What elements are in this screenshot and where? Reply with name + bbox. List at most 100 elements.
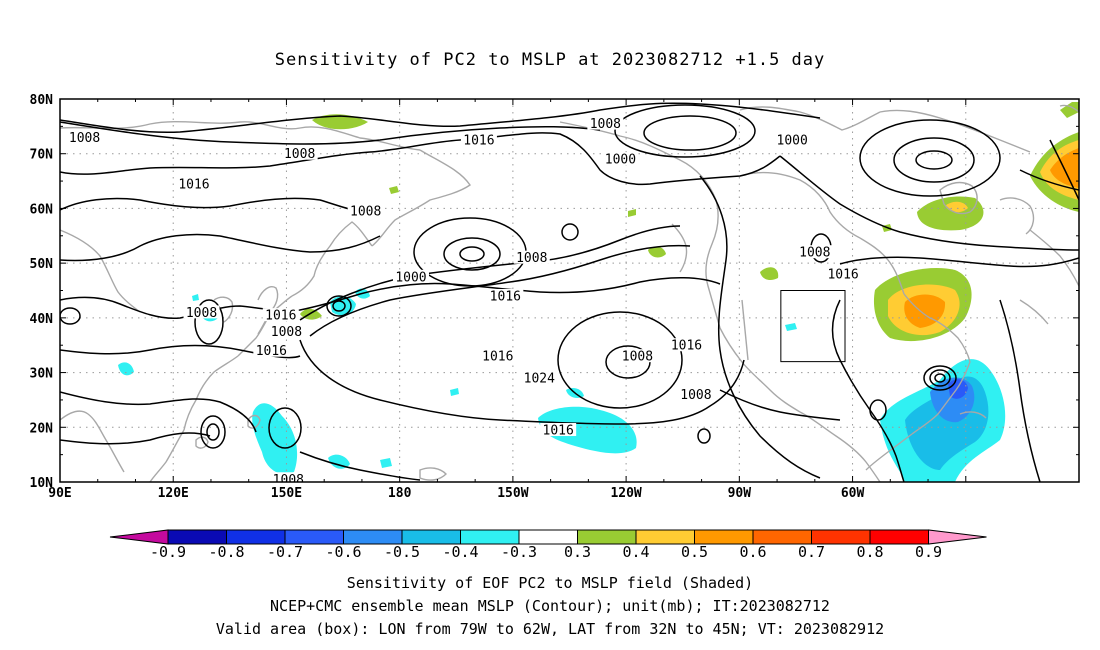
contour-label-bg xyxy=(183,305,220,319)
shade-positive-light xyxy=(648,246,666,258)
contour-label-bg xyxy=(479,349,516,363)
shade-positive-light xyxy=(760,267,779,280)
lon-label: 180 xyxy=(388,486,412,501)
contour-label: 1016 xyxy=(256,344,287,359)
contour-label-bg xyxy=(668,338,705,352)
lat-label: 40N xyxy=(30,312,54,327)
lat-label: 10N xyxy=(30,476,54,491)
contour-label: 1008 xyxy=(680,388,711,403)
contour-label: 1016 xyxy=(482,350,513,365)
coastlines xyxy=(60,104,1079,482)
contour-label-bg xyxy=(268,324,305,338)
contour-label-bg xyxy=(281,146,318,160)
axis-ticks xyxy=(59,98,1079,483)
contour-label-bg xyxy=(677,387,714,401)
caption-line-1: Sensitivity of EOF PC2 to MSLP field (Sh… xyxy=(346,574,754,592)
colorbar-swatch xyxy=(577,529,637,545)
contour-label-bg xyxy=(392,269,429,283)
colorbar: -0.9 -0.8 -0.7 -0.6 -0.5 -0.4 -0.3 0.3 0.4 0.5 0.6… xyxy=(109,529,987,561)
contour-label: 1016 xyxy=(827,268,858,283)
shade-positive-light xyxy=(917,196,984,231)
lat-label: 20N xyxy=(30,421,54,436)
contour-label-bg xyxy=(262,308,299,322)
colorbar-swatch xyxy=(284,529,344,545)
lon-label: 60W xyxy=(841,486,865,501)
shade-negative-light xyxy=(328,454,350,469)
contour-label-bg xyxy=(253,343,290,357)
contour-label-bg xyxy=(540,423,577,437)
colorbar-swatch xyxy=(167,529,227,545)
colorbar-label: -0.7 xyxy=(267,543,303,561)
contour-label: 1016 xyxy=(490,289,521,304)
shade-negative-light xyxy=(538,406,637,454)
colorbar-label: 0.4 xyxy=(622,543,649,561)
colorbar-swatch xyxy=(343,529,403,545)
contour-label: 1008 xyxy=(284,147,315,162)
chart-title: Sensitivity of PC2 to MSLP at 2023082712… xyxy=(274,50,826,70)
lon-label: 90W xyxy=(728,486,752,501)
colorbar-swatch xyxy=(811,529,871,545)
shade-positive-light xyxy=(312,114,368,130)
contour-label-bg xyxy=(347,204,384,218)
contour-label: 1008 xyxy=(186,306,217,321)
colorbar-swatch xyxy=(694,529,754,545)
contour-label: 1024 xyxy=(524,372,555,387)
colorbar-label: 0.3 xyxy=(564,543,591,561)
colorbar-label: 0.9 xyxy=(915,543,942,561)
colorbar-label: -0.3 xyxy=(501,543,537,561)
contour-label-bg xyxy=(487,288,524,302)
contour-label: 1008 xyxy=(622,350,653,365)
contour-label-bg xyxy=(513,250,550,264)
shade-positive-light xyxy=(628,209,636,217)
colorbar-label: 0.8 xyxy=(856,543,883,561)
contour-label-bg xyxy=(66,130,103,144)
colorbar-swatch xyxy=(518,529,578,545)
shade-negative-light xyxy=(252,403,298,474)
colorbar-label: 0.7 xyxy=(798,543,825,561)
contour-label-bg xyxy=(587,116,624,130)
axis-labels: 90E 120E 150E 180 150W 120W 90W 60W 80N 70N 60N 50N… xyxy=(30,93,865,501)
contour-label: 1016 xyxy=(463,134,494,149)
colorbar-high-triangle xyxy=(928,529,987,545)
contour-label: 1000 xyxy=(605,153,636,168)
contour-label-bg xyxy=(602,152,639,166)
colorbar-label: -0.4 xyxy=(442,543,478,561)
colorbar-swatch xyxy=(460,529,520,545)
colorbar-label: 0.6 xyxy=(739,543,766,561)
contour-label-bg xyxy=(796,245,833,259)
colorbar-label: -0.5 xyxy=(384,543,420,561)
colorbar-label: -0.6 xyxy=(325,543,361,561)
contour-label: 1016 xyxy=(543,424,574,439)
contour-label: 1008 xyxy=(273,473,304,488)
contour-label-bg xyxy=(619,349,656,363)
graticule xyxy=(60,99,1079,482)
shade-negative-light xyxy=(118,362,134,376)
lon-label: 120E xyxy=(158,486,189,501)
contour-label-bg xyxy=(774,133,811,147)
contour-label: 1008 xyxy=(516,251,547,266)
lat-label: 70N xyxy=(30,148,54,163)
contour-label: 1008 xyxy=(69,131,100,146)
lon-label: 120W xyxy=(610,486,641,501)
valid-area-box xyxy=(780,290,846,363)
shade-positive-light xyxy=(1060,102,1079,118)
shade-negative-light xyxy=(192,294,199,301)
contour-label-bg xyxy=(175,176,212,190)
contour-label: 1000 xyxy=(777,134,808,149)
shade-negative-light xyxy=(380,458,392,468)
shade-negative-light xyxy=(785,323,797,331)
shade-positive-light xyxy=(389,186,399,194)
contour-label: 1016 xyxy=(178,177,209,192)
lon-label: 150W xyxy=(497,486,528,501)
contour-label: 1016 xyxy=(265,309,296,324)
lat-label: 50N xyxy=(30,257,54,272)
contour-label: 1008 xyxy=(590,117,621,132)
contour-label: 1008 xyxy=(271,325,302,340)
caption-line-2: NCEP+CMC ensemble mean MSLP (Contour); u… xyxy=(270,597,830,615)
colorbar-swatch xyxy=(869,529,929,545)
contour-label: 1008 xyxy=(799,246,830,261)
lat-label: 60N xyxy=(30,202,54,217)
contour-label: 1016 xyxy=(671,339,702,354)
